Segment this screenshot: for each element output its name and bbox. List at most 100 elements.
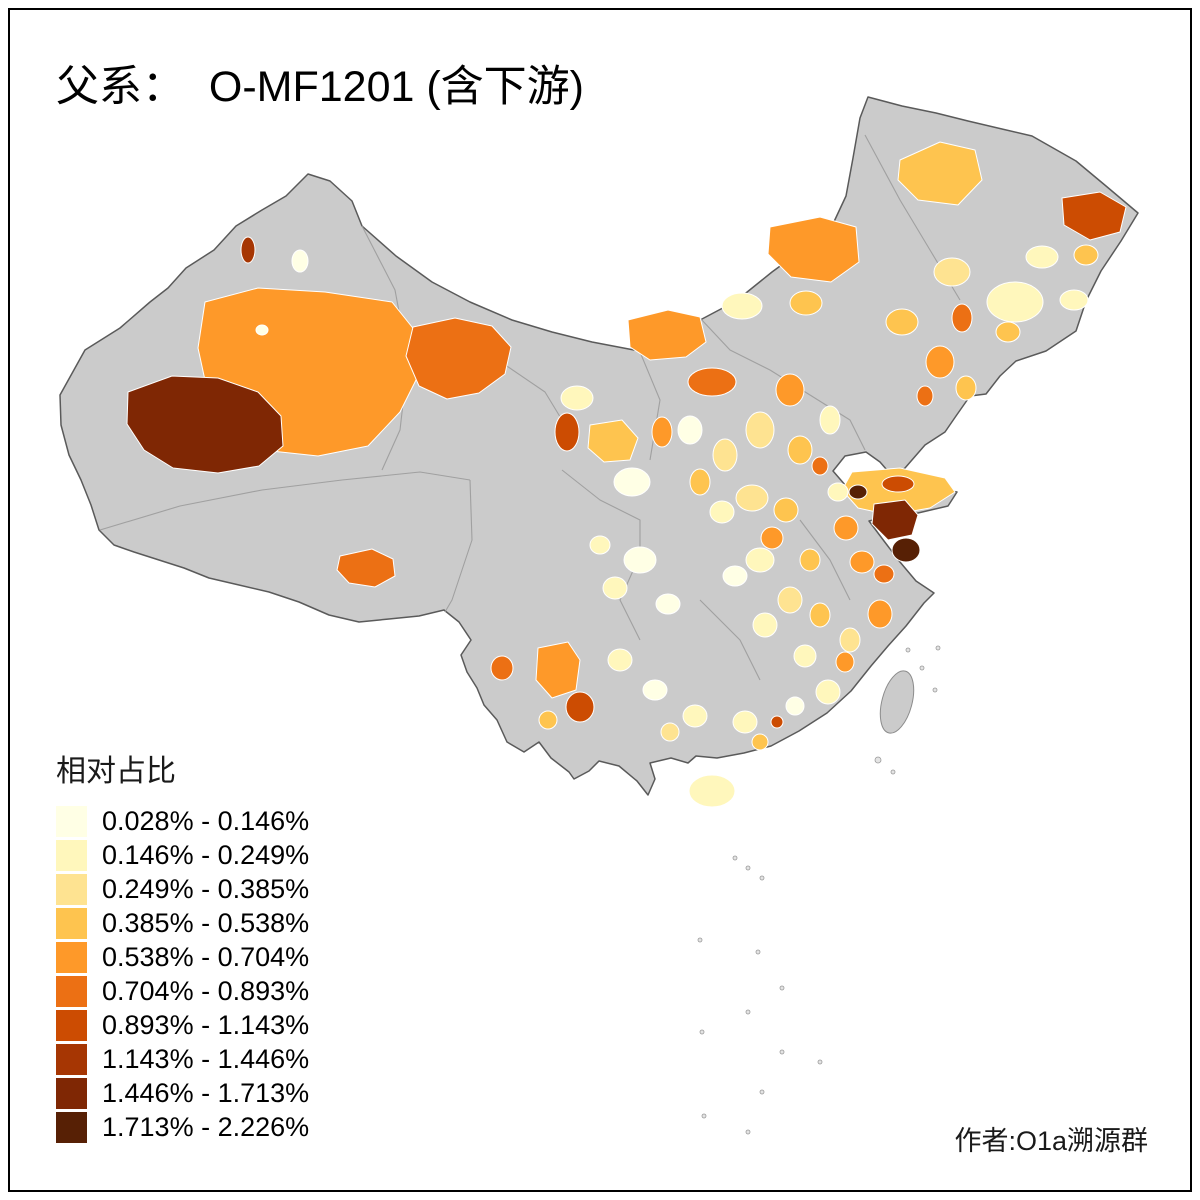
map-region (565, 691, 595, 723)
map-region (561, 469, 641, 641)
map-region (890, 769, 896, 775)
map-region (623, 546, 657, 574)
legend-swatch (56, 840, 87, 871)
map-region (699, 1029, 705, 1035)
map-region (919, 665, 925, 671)
map-region (651, 416, 673, 448)
map-region (732, 855, 738, 861)
map-region (589, 535, 611, 555)
legend-item: 0.146% - 0.249% (56, 840, 309, 871)
legend-swatch (56, 976, 87, 1007)
legend-item: 0.249% - 0.385% (56, 874, 309, 905)
author-credit: 作者:O1a溯源群 (954, 1126, 1148, 1156)
map-region (745, 1129, 751, 1135)
map-region (995, 321, 1021, 343)
map-region (867, 599, 893, 629)
map-region (925, 345, 955, 379)
legend-item-label: 0.385% - 0.538% (102, 908, 310, 938)
map-region (775, 373, 805, 407)
legend-item-label: 1.446% - 1.713% (102, 1078, 310, 1108)
legend-item: 0.893% - 1.143% (56, 1010, 309, 1041)
map-region (490, 655, 514, 681)
map-region (642, 679, 668, 701)
legend-item-label: 0.704% - 0.893% (102, 976, 310, 1006)
legend-swatch (56, 1044, 87, 1075)
map-region (785, 696, 805, 716)
legend-item: 1.143% - 1.446% (56, 1044, 309, 1075)
map-region (935, 645, 941, 651)
taiwan-island (879, 670, 915, 734)
map-region (444, 479, 473, 613)
map-region (699, 599, 761, 681)
map-region (721, 292, 763, 320)
map-region (677, 415, 703, 445)
legend-item-label: 0.893% - 1.143% (102, 1010, 310, 1040)
map-region (697, 937, 703, 943)
map-region (732, 710, 758, 734)
region-patches (126, 141, 1127, 751)
map-region (779, 1049, 785, 1055)
legend-swatch (56, 908, 87, 939)
map-region (777, 586, 803, 614)
sea-islets (697, 645, 941, 1135)
map-region (986, 281, 1044, 323)
map-region (1073, 244, 1099, 266)
legend: 相对占比 0.028% - 0.146% 0.146% - 0.249% 0.2… (56, 746, 309, 1146)
map-region (535, 641, 581, 699)
legend-item: 0.385% - 0.538% (56, 908, 309, 939)
legend-item-label: 0.146% - 0.249% (102, 840, 310, 870)
map-region (1061, 191, 1127, 241)
legend-item-label: 1.713% - 2.226% (102, 1112, 310, 1142)
map-region (932, 687, 938, 693)
map-region (897, 141, 983, 206)
legend-item-label: 1.143% - 1.446% (102, 1044, 310, 1074)
map-region (554, 412, 580, 452)
map-region (793, 644, 817, 668)
map-region (773, 497, 799, 523)
map-region (240, 236, 256, 264)
map-region (291, 249, 309, 273)
map-region (881, 475, 915, 493)
map-region (885, 308, 919, 336)
map-region (916, 385, 934, 407)
map-region (126, 375, 284, 474)
map-region (255, 324, 269, 336)
legend-item: 0.028% - 0.146% (56, 806, 309, 837)
map-title: 父系： O-MF1201 (含下游) (56, 63, 584, 111)
map-region (799, 548, 821, 572)
map-region (751, 733, 769, 751)
map-region (819, 405, 841, 435)
map-region (735, 484, 769, 512)
map-region (848, 484, 868, 500)
legend-item-label: 0.249% - 0.385% (102, 874, 310, 904)
map-region (951, 303, 973, 333)
map-region (709, 500, 735, 524)
map-region (655, 593, 681, 615)
map-region (933, 257, 971, 287)
map-region (789, 290, 823, 316)
hainan-island (688, 774, 736, 808)
map-region (538, 710, 558, 730)
map-region (833, 515, 859, 541)
map-region (405, 317, 512, 400)
map-region (839, 627, 861, 653)
islands (688, 670, 915, 808)
legend-items: 0.028% - 0.146% 0.146% - 0.249% 0.249% -… (56, 806, 309, 1143)
legend-title: 相对占比 (56, 755, 176, 788)
map-region (627, 309, 707, 361)
map-region (1025, 245, 1059, 269)
map-region (874, 756, 882, 764)
map-region (787, 435, 813, 465)
map-region (587, 419, 639, 463)
map-region (745, 547, 775, 573)
legend-item: 0.538% - 0.704% (56, 942, 309, 973)
map-region (682, 704, 708, 728)
legend-item-label: 0.538% - 0.704% (102, 942, 310, 972)
map-region (602, 576, 628, 600)
map-region (607, 648, 633, 672)
map-region (779, 985, 785, 991)
map-region (759, 1089, 765, 1095)
legend-item: 1.446% - 1.713% (56, 1078, 309, 1109)
